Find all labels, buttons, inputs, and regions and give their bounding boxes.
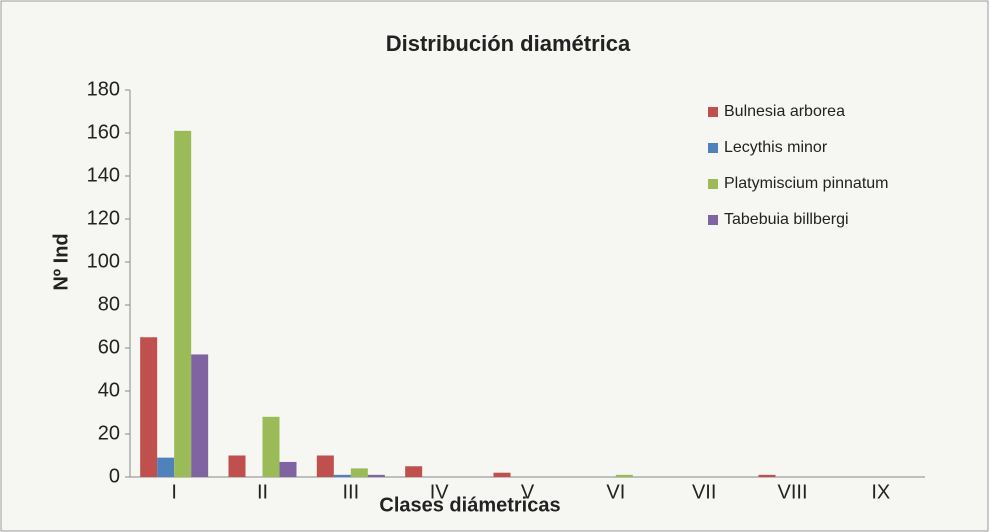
- bar: [262, 416, 280, 477]
- bar: [615, 474, 633, 477]
- bar: [174, 130, 192, 477]
- y-axis-title: Nº Ind: [50, 233, 72, 290]
- bar: [333, 474, 351, 477]
- y-tick-label: 60: [98, 336, 120, 358]
- y-tick-label: 40: [98, 379, 120, 401]
- bar: [758, 474, 776, 477]
- bar: [157, 457, 175, 477]
- x-tick-label: VII: [692, 481, 716, 503]
- legend-label: Platymiscium pinnatum: [724, 175, 889, 192]
- legend-swatch: [708, 143, 718, 153]
- bar: [140, 337, 158, 477]
- x-tick-label: II: [257, 481, 268, 503]
- y-tick-label: 180: [87, 78, 120, 100]
- bar: [279, 461, 297, 477]
- bar: [350, 468, 368, 477]
- y-tick-label: 20: [98, 422, 120, 444]
- bar: [367, 474, 385, 477]
- bar: [405, 466, 423, 477]
- x-tick-label: VI: [606, 481, 625, 503]
- bar: [228, 455, 246, 477]
- y-tick-label: 160: [87, 121, 120, 143]
- legend-swatch: [708, 179, 718, 189]
- x-axis-title: Clases diámetricas: [379, 494, 560, 516]
- chart-title: Distribución diamétrica: [386, 31, 631, 56]
- legend-label: Lecythis minor: [724, 139, 828, 156]
- x-tick-label: VIII: [777, 481, 807, 503]
- x-tick-label: V: [521, 481, 535, 503]
- y-tick-label: 80: [98, 293, 120, 315]
- y-tick-label: 0: [109, 465, 120, 487]
- x-tick-label: IV: [430, 481, 450, 503]
- y-tick-label: 120: [87, 207, 120, 229]
- legend-label: Tabebuia billbergi: [724, 211, 849, 228]
- legend-label: Bulnesia arborea: [724, 103, 845, 120]
- bar: [493, 472, 511, 477]
- bar: [316, 455, 334, 477]
- x-tick-label: IX: [871, 481, 890, 503]
- bar: [191, 354, 209, 477]
- x-tick-label: I: [171, 481, 177, 503]
- legend-swatch: [708, 215, 718, 225]
- x-tick-label: III: [342, 481, 359, 503]
- legend-swatch: [708, 107, 718, 117]
- y-tick-label: 100: [87, 250, 120, 272]
- y-tick-label: 140: [87, 164, 120, 186]
